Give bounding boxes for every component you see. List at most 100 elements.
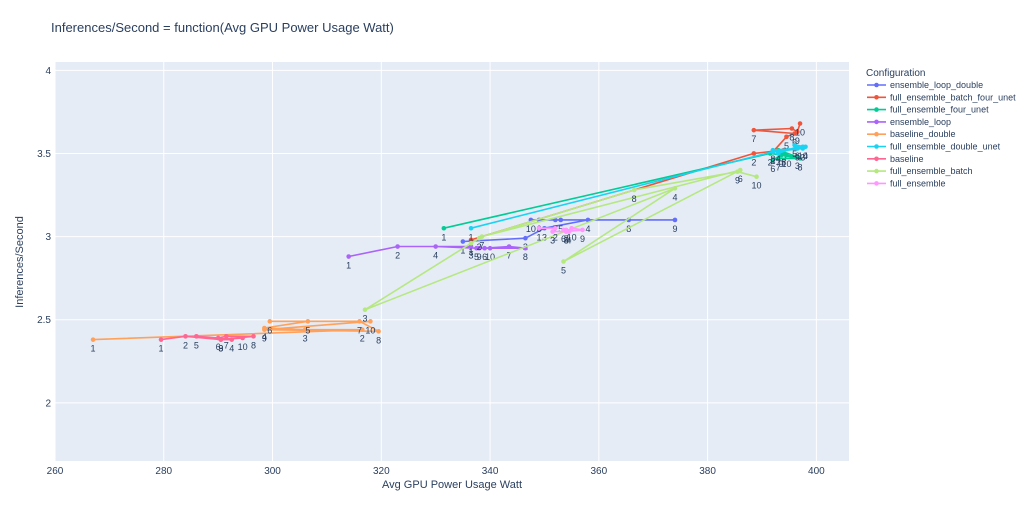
y-tick-label: 3	[45, 232, 51, 243]
legend-swatch-marker	[874, 95, 879, 100]
plot-area	[55, 62, 849, 461]
point-label: 5	[558, 224, 563, 234]
point-label: 1	[469, 232, 474, 242]
legend-swatch-marker	[874, 168, 879, 174]
point-label: 7	[776, 162, 781, 172]
data-point	[776, 151, 781, 156]
data-point	[90, 337, 96, 342]
series-line	[93, 320, 380, 341]
point-label: 4	[566, 236, 571, 246]
legend-item: full_ensemble_batch_four_unet	[867, 92, 1016, 102]
point-label: 9	[735, 176, 740, 186]
point-label: 7	[224, 340, 229, 350]
data-point	[776, 156, 781, 161]
data-point	[550, 229, 555, 234]
point-label: 6	[770, 164, 775, 174]
series-line	[160, 335, 255, 341]
point-label: 6	[795, 151, 800, 161]
point-label: 4	[776, 154, 781, 164]
y-tick-label: 2	[45, 398, 51, 409]
data-point	[770, 157, 776, 163]
legend-label: ensemble_loop	[890, 117, 951, 127]
x-tick-label: 300	[264, 466, 281, 477]
point-label: 10	[365, 325, 375, 335]
point-label: 3	[362, 314, 367, 324]
data-point	[362, 307, 368, 313]
point-label: 3	[303, 334, 308, 344]
legend-swatch-marker	[874, 119, 879, 125]
series-layer: 1234567891012345678910123456789101234567…	[90, 121, 808, 354]
data-point	[784, 152, 789, 158]
legend-label: baseline_double	[890, 129, 956, 139]
point-label: 2	[395, 251, 400, 261]
point-label: 10	[567, 232, 577, 242]
point-label: 4	[262, 332, 267, 342]
data-point	[357, 319, 362, 324]
point-label: 8	[251, 340, 256, 350]
legend-swatch-marker	[874, 181, 879, 186]
data-point	[795, 146, 800, 151]
data-point	[479, 234, 485, 239]
point-label: 8	[523, 252, 528, 262]
point-label: 1	[346, 261, 351, 271]
legend-swatch-marker	[874, 107, 879, 112]
data-point	[376, 329, 381, 334]
x-axis-title: Avg GPU Power Usage Watt	[382, 479, 522, 491]
legend-item: full_ensemble_double_unet	[867, 142, 1001, 152]
legend-swatch-marker	[874, 82, 879, 88]
point-label: 2	[751, 157, 756, 167]
data-point	[800, 144, 806, 150]
point-label: 10	[752, 181, 762, 191]
point-label: 5	[564, 236, 569, 246]
data-point	[395, 244, 400, 249]
point-label: 9	[477, 252, 482, 262]
x-axis-ticks: 260 280 300 320 340 360 380 400	[47, 466, 825, 477]
data-point	[797, 121, 803, 126]
point-label: 10	[798, 151, 808, 161]
point-label: 2	[768, 157, 773, 167]
point-label: 1	[441, 232, 446, 242]
data-point	[302, 327, 308, 332]
y-tick-label: 3.5	[37, 149, 51, 160]
point-label: 8	[798, 162, 803, 172]
point-label: 8	[632, 194, 637, 204]
point-label: 5	[561, 266, 566, 276]
point-label: 1	[469, 247, 474, 257]
data-point	[563, 229, 569, 234]
x-tick-label: 260	[47, 466, 64, 477]
point-label: 2	[360, 334, 365, 344]
legend-label: full_ensemble_batch_four_unet	[890, 92, 1016, 102]
data-point	[784, 134, 789, 140]
legend-swatch-marker	[874, 156, 879, 162]
point-label: 7	[507, 251, 512, 261]
legend-label: full_ensemble_double_unet	[890, 142, 1001, 152]
point-label: 4	[672, 192, 677, 202]
point-label: 2	[183, 340, 188, 350]
data-point	[468, 244, 474, 249]
point-label: 8	[789, 133, 794, 143]
point-label: 9	[795, 136, 800, 146]
data-point	[468, 225, 474, 231]
point-label: 5	[305, 325, 310, 335]
legend-label: full_ensemble	[890, 178, 946, 188]
point-label: 9	[672, 224, 677, 234]
point-label: 3	[218, 344, 223, 354]
point-label: 6	[267, 325, 272, 335]
point-label: 10	[795, 128, 805, 138]
data-point	[672, 217, 678, 223]
data-point	[631, 187, 637, 193]
y-tick-label: 2.5	[37, 315, 51, 326]
x-tick-label: 400	[808, 466, 825, 477]
point-label: 7	[751, 134, 756, 144]
point-label: 6	[561, 234, 566, 244]
point-label: 4	[803, 151, 808, 161]
legend-item: baseline_double	[867, 129, 956, 139]
legend-item: ensemble_loop_double	[867, 80, 983, 90]
point-label: 3	[800, 152, 805, 162]
point-label: 1	[159, 344, 164, 354]
chart-title: Inferences/Second = function(Avg GPU Pow…	[51, 20, 394, 35]
data-point	[536, 225, 542, 231]
point-label: 6	[482, 252, 487, 262]
